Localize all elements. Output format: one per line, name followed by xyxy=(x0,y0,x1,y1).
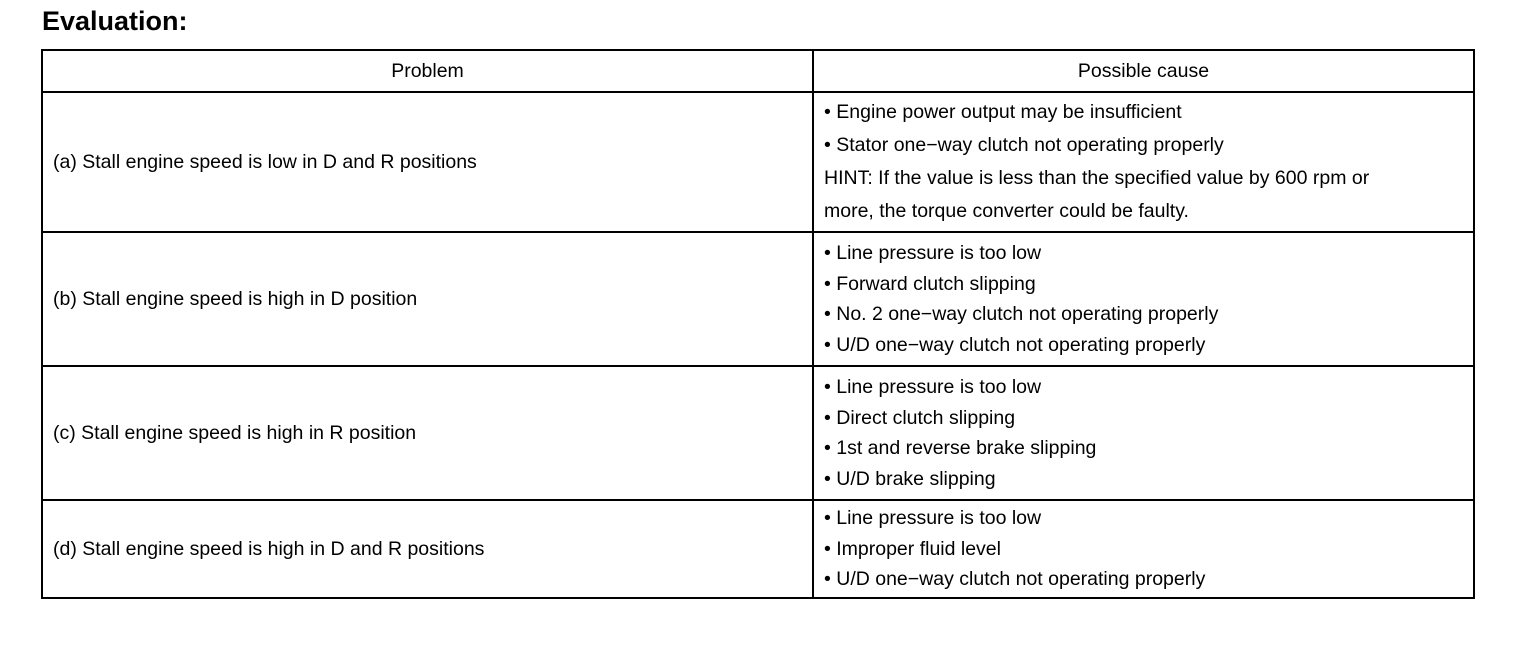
cause-line: • U/D one−way clutch not operating prope… xyxy=(824,568,1206,591)
cause-line: • Forward clutch slipping xyxy=(824,272,1036,295)
cause-line: • Engine power output may be insufficien… xyxy=(824,101,1182,123)
problem-cell: (b) Stall engine speed is high in D posi… xyxy=(41,231,814,367)
cause-line: HINT: If the value is less than the spec… xyxy=(824,167,1370,189)
table-row: (b) Stall engine speed is high in D posi… xyxy=(41,231,1475,367)
page-title: Evaluation: xyxy=(42,6,188,36)
cause-line: more, the torque converter could be faul… xyxy=(824,200,1189,222)
cause-line: • U/D brake slipping xyxy=(824,467,996,490)
problem-cell: (c) Stall engine speed is high in R posi… xyxy=(41,365,814,501)
possible-cause-cell: • Line pressure is too low • Forward clut… xyxy=(812,231,1475,367)
cause-line: • Line pressure is too low xyxy=(824,507,1042,530)
header-possible-cause: Possible cause xyxy=(812,49,1475,93)
possible-cause-cell: • Line pressure is too low • Improper flu… xyxy=(812,499,1475,599)
table-row: (c) Stall engine speed is high in R posi… xyxy=(41,365,1475,501)
possible-cause-cell: • Line pressure is too low • Direct clutc… xyxy=(812,365,1475,501)
cause-line: • Improper fluid level xyxy=(824,537,1001,560)
table-row: (a) Stall engine speed is low in D and R… xyxy=(41,91,1475,233)
evaluation-table: Problem Possible cause (a) Stall engine … xyxy=(41,49,1475,599)
cause-line: • Line pressure is too low xyxy=(824,376,1042,398)
problem-cell: (d) Stall engine speed is high in D and … xyxy=(41,499,814,599)
cause-line: • No. 2 one−way clutch not operating pro… xyxy=(824,303,1219,325)
table-header-row: Problem Possible cause xyxy=(41,49,1475,93)
problem-cell: (a) Stall engine speed is low in D and R… xyxy=(41,91,814,233)
header-problem: Problem xyxy=(41,49,814,93)
cause-line: • Direct clutch slipping xyxy=(824,406,1016,429)
table-row: (d) Stall engine speed is high in D and … xyxy=(41,499,1475,599)
cause-line: • Stator one−way clutch not operating pr… xyxy=(824,134,1224,156)
cause-line: • Line pressure is too low xyxy=(824,242,1042,264)
possible-cause-cell: • Engine power output may be insufficien… xyxy=(812,91,1475,233)
cause-line: • 1st and reverse brake slipping xyxy=(824,437,1097,459)
cause-line: • U/D one−way clutch not operating prope… xyxy=(824,333,1206,356)
